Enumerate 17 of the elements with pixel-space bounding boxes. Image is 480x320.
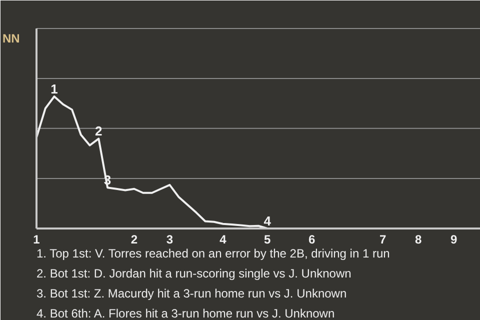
x-tick-label: 8 bbox=[415, 232, 422, 246]
x-tick-label: 5 bbox=[264, 232, 272, 246]
annotation: 4 bbox=[264, 214, 272, 228]
y-axis-title: NN bbox=[2, 32, 20, 46]
x-tick-label: 9 bbox=[450, 232, 458, 246]
text: 4. Bot 6th: A. Flores hit a 3-run home run vs J. Unknown bbox=[36, 306, 335, 320]
text: 1. Top 1st: V. Torres reached on an error by the 2B, driving in 1 run bbox=[36, 246, 390, 260]
x-tick-label: 6 bbox=[308, 232, 316, 246]
text: 3. Bot 1st: Z. Macurdy hit a 3-run home run vs J. Unknown bbox=[36, 286, 347, 300]
text: 2. Bot 1st: D. Jordan hit a run-scoring single vs J. Unknown bbox=[36, 266, 352, 280]
x-tick-label: 3 bbox=[166, 232, 174, 246]
x-tick-label: 4 bbox=[220, 232, 227, 246]
x-tick-label: 7 bbox=[379, 232, 386, 246]
x-tick-label: 1 bbox=[33, 232, 40, 246]
annotation: 1 bbox=[50, 81, 58, 96]
annotation: 2 bbox=[95, 124, 102, 139]
x-tick-label: 2 bbox=[130, 232, 138, 246]
